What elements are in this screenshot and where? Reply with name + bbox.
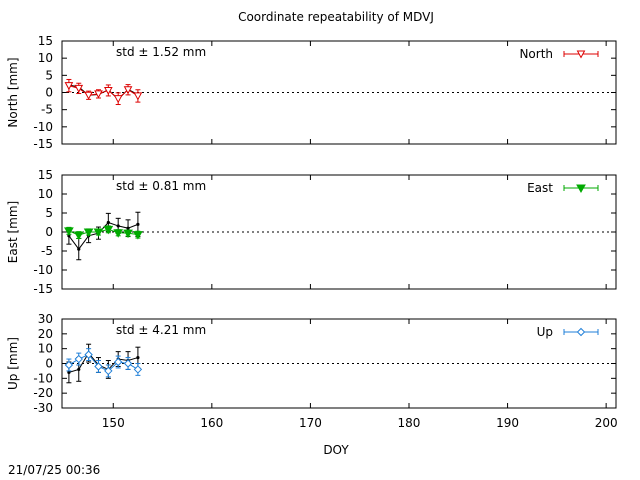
north-point xyxy=(94,90,103,99)
east-y-tick-label: 0 xyxy=(45,225,53,239)
north-legend-label: North xyxy=(519,47,553,61)
east-raw-point xyxy=(136,222,140,226)
east-point xyxy=(113,229,124,238)
north-y-tick-label: 5 xyxy=(45,68,53,82)
north-y-tick-label: 0 xyxy=(45,86,53,100)
north-y-tick-label: 10 xyxy=(38,51,53,65)
north-panel: 15 10 5 0 -5 -10 -15 North [mm] std ± 1.52 mm Nor… xyxy=(6,34,617,151)
east-point xyxy=(93,228,104,238)
up-y-tick-label: -10 xyxy=(33,371,53,385)
up-raw-line xyxy=(68,352,139,373)
east-panel: 15 10 5 0 -5 -10 -15 East [mm] std ± 0.81 mm East xyxy=(6,168,617,296)
north-point xyxy=(74,84,84,93)
up-point xyxy=(123,359,133,368)
east-point xyxy=(83,228,94,238)
up-legend-marker xyxy=(576,327,586,337)
east-y-tick-label: -10 xyxy=(33,263,53,277)
up-point xyxy=(84,350,93,359)
up-point xyxy=(113,357,123,367)
north-legend-marker xyxy=(576,50,586,59)
east-point xyxy=(73,231,84,241)
east-std-label: std ± 0.81 mm xyxy=(116,179,206,193)
x-tick-label: 160 xyxy=(200,416,223,430)
east-legend-marker xyxy=(576,184,586,194)
up-point xyxy=(74,354,83,364)
east-point xyxy=(64,227,74,236)
x-tick-label: 200 xyxy=(595,416,618,430)
north-point xyxy=(133,92,143,101)
east-point xyxy=(123,229,133,239)
up-point xyxy=(104,366,113,376)
east-raw-point xyxy=(116,224,120,228)
east-raw-point xyxy=(126,226,130,230)
timestamp: 21/07/25 00:36 xyxy=(8,463,100,477)
east-y-tick-label: 15 xyxy=(38,168,53,182)
x-tick-label: 150 xyxy=(102,416,125,430)
east-raw-point xyxy=(106,220,110,225)
up-y-tick-label: 20 xyxy=(38,327,53,341)
up-y-axis-label: Up [mm] xyxy=(6,337,20,390)
north-point xyxy=(113,95,123,104)
chart-title: Coordinate repeatability of MDVJ xyxy=(238,10,434,24)
up-y-tick-label: -30 xyxy=(33,401,53,415)
east-y-tick-label: -5 xyxy=(41,244,53,258)
north-y-tick-label: -5 xyxy=(41,103,53,117)
up-point xyxy=(94,362,103,371)
north-point xyxy=(103,86,113,95)
east-y-axis-label: East [mm] xyxy=(6,201,20,263)
east-point xyxy=(133,231,143,240)
chart-panels: 15 10 5 0 -5 -10 -15 North [mm] std ± 1.52 mm Nor… xyxy=(6,34,618,430)
up-raw-point xyxy=(136,355,140,360)
up-point xyxy=(64,360,74,370)
east-legend-label: East xyxy=(527,181,553,195)
east-raw-line xyxy=(68,221,139,250)
up-y-tick-label: 10 xyxy=(38,342,53,356)
north-y-tick-label: 15 xyxy=(38,34,53,48)
north-point xyxy=(123,86,133,95)
up-y-tick-label: 0 xyxy=(45,357,53,371)
east-y-tick-label: 5 xyxy=(45,206,53,220)
up-y-tick-label: -20 xyxy=(33,386,53,400)
x-tick-label: 190 xyxy=(496,416,519,430)
up-legend-label: Up xyxy=(537,325,553,339)
north-y-tick-label: -10 xyxy=(33,120,53,134)
up-raw-point xyxy=(67,370,71,374)
east-point xyxy=(103,225,114,235)
north-point xyxy=(84,91,93,100)
north-std-label: std ± 1.52 mm xyxy=(116,45,206,59)
x-tick-label: 180 xyxy=(398,416,421,430)
east-y-tick-label: -15 xyxy=(33,282,53,296)
up-raw-point xyxy=(77,367,81,372)
x-axis-label: DOY xyxy=(323,443,349,457)
north-y-axis-label: North [mm] xyxy=(6,57,20,127)
up-point xyxy=(133,365,143,374)
up-std-label: std ± 4.21 mm xyxy=(116,323,206,337)
east-raw-point xyxy=(77,247,81,251)
north-point xyxy=(64,82,74,91)
x-tick-label: 170 xyxy=(299,416,322,430)
east-y-tick-label: 10 xyxy=(38,187,53,201)
up-y-tick-label: 30 xyxy=(38,312,53,326)
north-y-tick-label: -15 xyxy=(33,137,53,151)
